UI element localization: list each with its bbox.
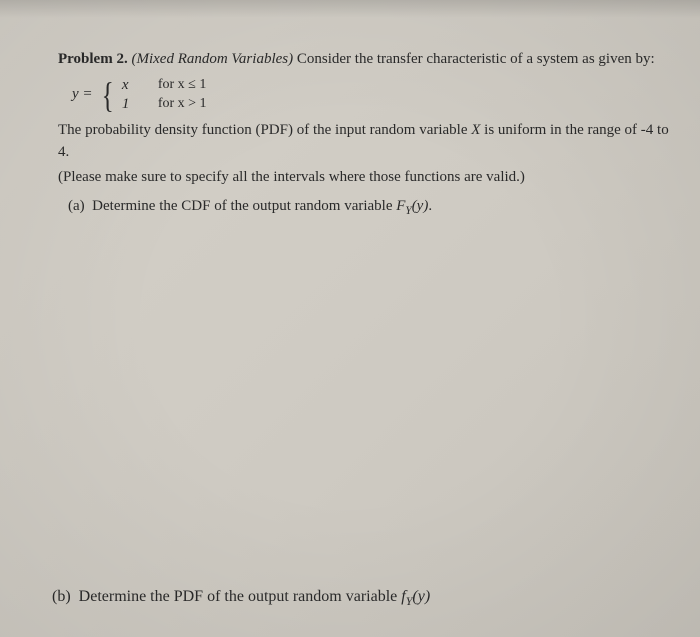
problem-intro: Consider the transfer characteristic of …: [297, 51, 655, 67]
piecewise-case: x for x ≤ 1: [122, 77, 207, 94]
piecewise-case: 1 for x > 1: [122, 96, 207, 113]
case-value: 1: [122, 96, 140, 113]
problem-label: Problem 2.: [58, 51, 128, 67]
part-b-label: (b): [52, 588, 71, 605]
body-line-2: (Please make sure to specify all the int…: [58, 166, 672, 189]
case-value: x: [122, 77, 140, 94]
part-a-label: (a): [68, 198, 85, 214]
body-line-1: The probability density function (PDF) o…: [58, 119, 672, 164]
problem-header: Problem 2. (Mixed Random Variables) Cons…: [58, 48, 672, 71]
part-a: (a) Determine the CDF of the output rand…: [68, 198, 672, 217]
part-a-arg: (y): [412, 198, 429, 214]
document-page: Problem 2. (Mixed Random Variables) Cons…: [0, 0, 700, 237]
part-a-text: Determine the CDF of the output random v…: [92, 198, 396, 214]
part-b: (b) Determine the PDF of the output rand…: [52, 588, 430, 609]
part-b-arg: (y): [412, 588, 430, 605]
case-condition: for x ≤ 1: [158, 77, 207, 94]
problem-subtitle: (Mixed Random Variables): [131, 51, 293, 67]
piecewise-function: y = { x for x ≤ 1 1 for x > 1: [72, 77, 672, 113]
piecewise-cases: x for x ≤ 1 1 for x > 1: [122, 77, 207, 113]
case-condition: for x > 1: [158, 96, 207, 113]
part-b-text: Determine the PDF of the output random v…: [79, 588, 402, 605]
piecewise-brace: {: [101, 77, 113, 113]
piecewise-lhs: y =: [72, 86, 93, 103]
part-a-suffix: .: [428, 198, 432, 214]
body1-prefix: The probability density function (PDF) o…: [58, 122, 471, 138]
